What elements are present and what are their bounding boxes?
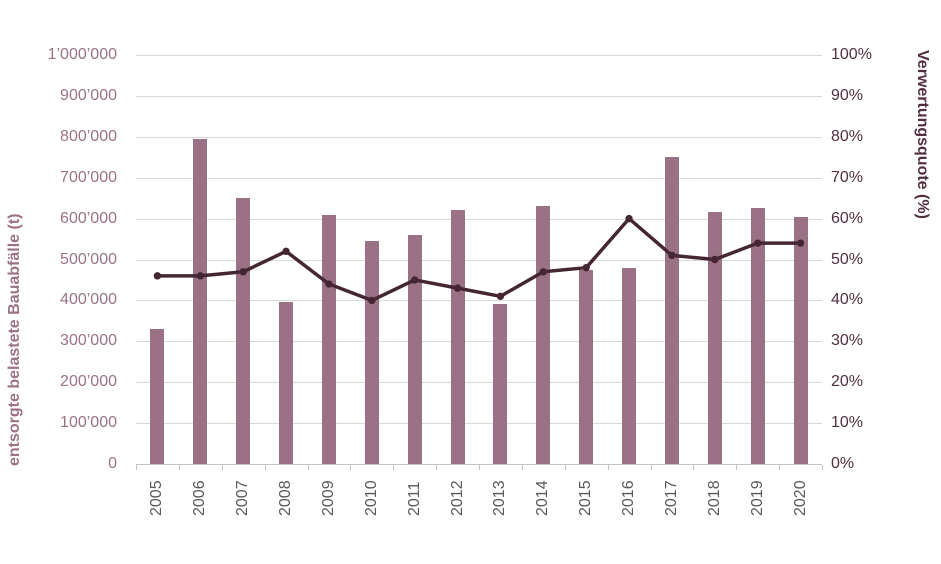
gridline: [136, 177, 822, 179]
x-axis-tick: [393, 465, 395, 470]
bar-2019: [750, 208, 765, 464]
bar-2009: [321, 214, 336, 464]
x-tick-label-2017: 2017: [662, 480, 680, 516]
x-axis-tick: [564, 465, 566, 470]
bar-2005: [150, 329, 165, 464]
left-axis-title: entsorgte belastete Bauabfälle (t): [6, 213, 23, 467]
x-axis-tick: [521, 465, 523, 470]
bar-2018: [707, 212, 722, 464]
left-tick-label: 500’000: [60, 250, 117, 268]
x-axis-tick: [221, 465, 223, 470]
line-marker-2013: [496, 292, 505, 301]
right-tick-label: 90%: [831, 86, 864, 104]
right-tick-label: 30%: [831, 332, 864, 350]
line-marker-2008: [282, 247, 290, 256]
gridline: [136, 341, 822, 343]
right-tick-label: 70%: [831, 168, 864, 186]
x-axis-tick: [350, 465, 352, 470]
x-axis-tick: [736, 465, 738, 470]
x-tick-label-2015: 2015: [577, 480, 595, 516]
right-tick-label: 20%: [831, 373, 864, 391]
x-axis-tick: [307, 465, 309, 470]
bar-2008: [279, 302, 294, 464]
gridline: [136, 423, 822, 425]
left-tick-label: 700’000: [60, 168, 117, 186]
x-axis-tick: [779, 465, 781, 470]
x-axis-tick: [822, 465, 823, 470]
bar-2015: [579, 269, 594, 464]
line-marker-2005: [153, 272, 162, 280]
bar-2017: [664, 157, 679, 464]
gridline: [136, 55, 822, 56]
left-tick-label: 200’000: [60, 373, 117, 391]
bar-2013: [493, 304, 508, 464]
x-tick-label-2018: 2018: [705, 480, 723, 516]
x-axis-tick: [693, 465, 695, 470]
bar-2020: [793, 216, 808, 464]
x-tick-label-2019: 2019: [748, 480, 766, 516]
x-tick-label-2011: 2011: [405, 481, 423, 516]
x-axis-tick: [607, 465, 609, 470]
left-tick-label: 1’000’000: [47, 46, 117, 63]
left-tick-label: 800’000: [60, 127, 117, 145]
x-tick-label-2006: 2006: [191, 480, 209, 516]
right-tick-label: 40%: [831, 291, 864, 309]
x-axis-line: [136, 464, 822, 465]
right-tick-label: 80%: [831, 127, 864, 145]
x-axis-tick: [264, 465, 266, 470]
right-axis-title: Verwertungsquote (%): [914, 50, 931, 219]
x-tick-label-2009: 2009: [319, 480, 337, 516]
x-axis-tick: [436, 465, 438, 470]
right-tick-label: 60%: [831, 209, 864, 227]
left-tick-label: 600’000: [60, 209, 117, 227]
gridline: [136, 95, 822, 97]
left-tick-label: 0: [108, 455, 117, 472]
x-axis-tick: [650, 465, 652, 470]
x-axis-tick: [479, 465, 480, 470]
x-tick-label-2007: 2007: [234, 480, 252, 516]
bar-2011: [407, 234, 422, 464]
x-tick-label-2010: 2010: [362, 480, 380, 516]
x-tick-label-2020: 2020: [791, 480, 809, 516]
right-tick-label: 0%: [831, 455, 855, 472]
right-tick-label: 10%: [831, 414, 864, 432]
x-tick-label-2014: 2014: [534, 480, 552, 516]
gridline: [136, 382, 822, 384]
left-tick-label: 100’000: [60, 414, 117, 432]
right-tick-label: 100%: [831, 46, 872, 63]
bar-2006: [193, 138, 208, 464]
bar-2012: [450, 210, 465, 464]
x-axis-tick: [178, 465, 180, 470]
bar-2007: [236, 198, 251, 464]
x-tick-label-2016: 2016: [620, 480, 638, 516]
x-tick-label-2005: 2005: [148, 480, 166, 516]
bar-2016: [622, 267, 637, 464]
x-tick-label-2008: 2008: [277, 480, 295, 516]
left-tick-label: 300’000: [60, 332, 117, 350]
bar-2014: [536, 206, 551, 464]
left-tick-label: 900’000: [60, 86, 117, 104]
right-tick-label: 50%: [831, 250, 864, 268]
x-tick-label-2012: 2012: [448, 480, 466, 516]
bar-2010: [364, 241, 379, 464]
x-axis-tick: [136, 465, 137, 470]
x-tick-label-2013: 2013: [491, 480, 509, 516]
gridline: [136, 136, 822, 138]
left-tick-label: 400’000: [60, 291, 117, 309]
